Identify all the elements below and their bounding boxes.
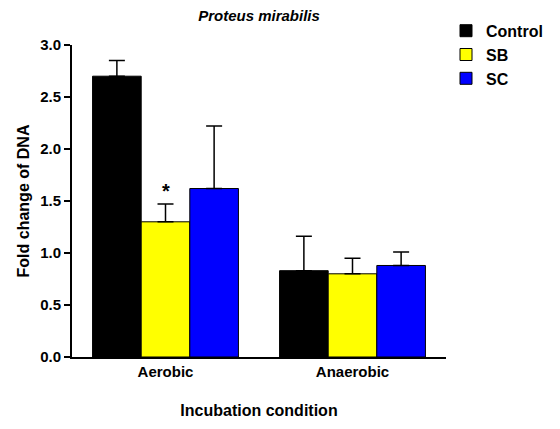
svg-text:1.0: 1.0 [40, 244, 61, 261]
svg-text:Fold change of DNA: Fold change of DNA [15, 124, 32, 277]
svg-text:3.0: 3.0 [40, 36, 61, 53]
svg-text:Anaerobic: Anaerobic [316, 363, 389, 380]
svg-text:Incubation condition: Incubation condition [180, 402, 337, 419]
svg-text:SC: SC [486, 71, 509, 88]
svg-text:SB: SB [486, 47, 508, 64]
svg-text:0.0: 0.0 [40, 348, 61, 365]
svg-text:1.5: 1.5 [40, 192, 61, 209]
svg-text:Aerobic: Aerobic [138, 363, 194, 380]
svg-text:*: * [162, 180, 170, 202]
svg-text:Control: Control [486, 23, 543, 40]
svg-text:2.5: 2.5 [40, 88, 61, 105]
svg-text:Proteus mirabilis: Proteus mirabilis [198, 7, 320, 24]
svg-text:0.5: 0.5 [40, 296, 61, 313]
svg-text:2.0: 2.0 [40, 140, 61, 157]
